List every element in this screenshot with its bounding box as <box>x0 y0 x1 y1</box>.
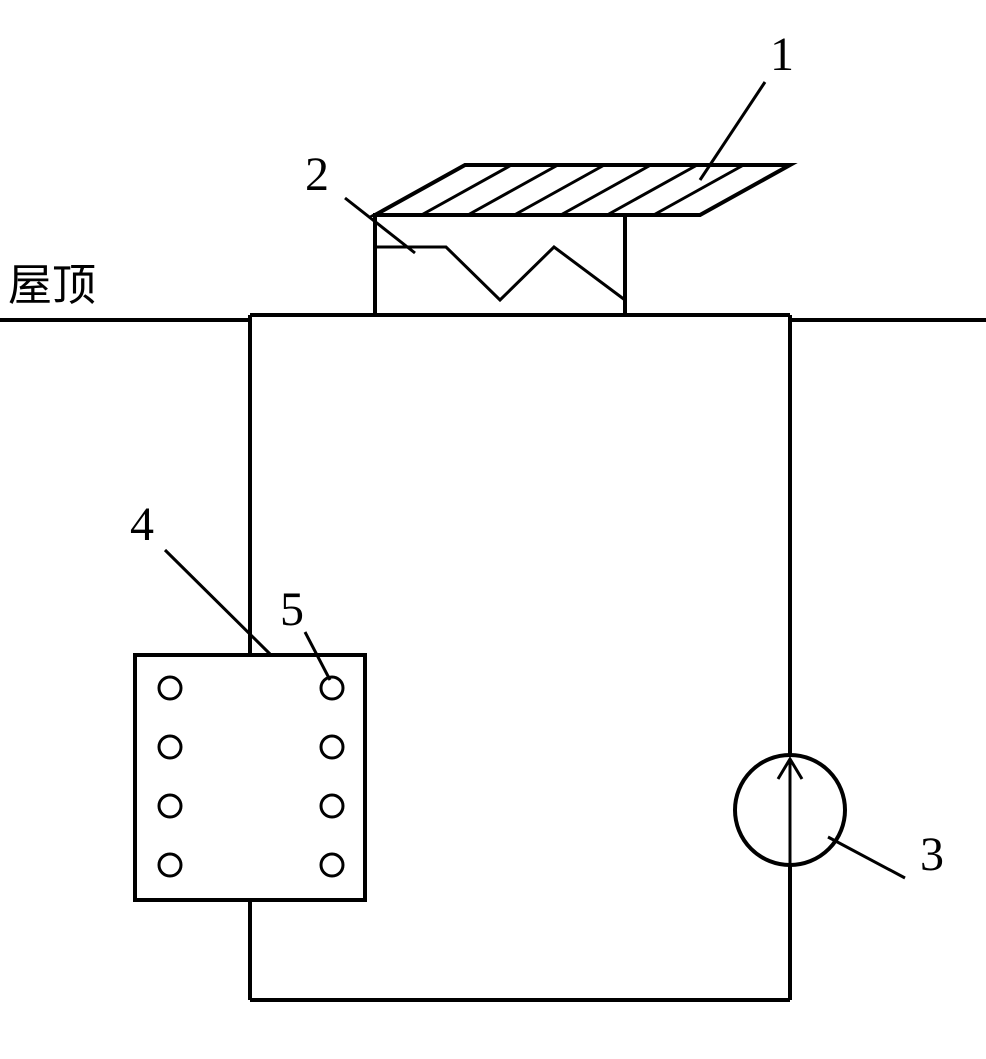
callout-number-1: 1 <box>770 28 794 81</box>
callout-leader <box>165 550 270 654</box>
callout-number-2: 2 <box>305 148 329 201</box>
tank <box>135 655 365 900</box>
callout-number-5: 5 <box>280 583 304 636</box>
roof-label: 屋顶 <box>8 261 96 310</box>
callout-number-4: 4 <box>130 498 154 551</box>
callout-leader <box>828 837 905 878</box>
callout-number-3: 3 <box>920 828 944 881</box>
